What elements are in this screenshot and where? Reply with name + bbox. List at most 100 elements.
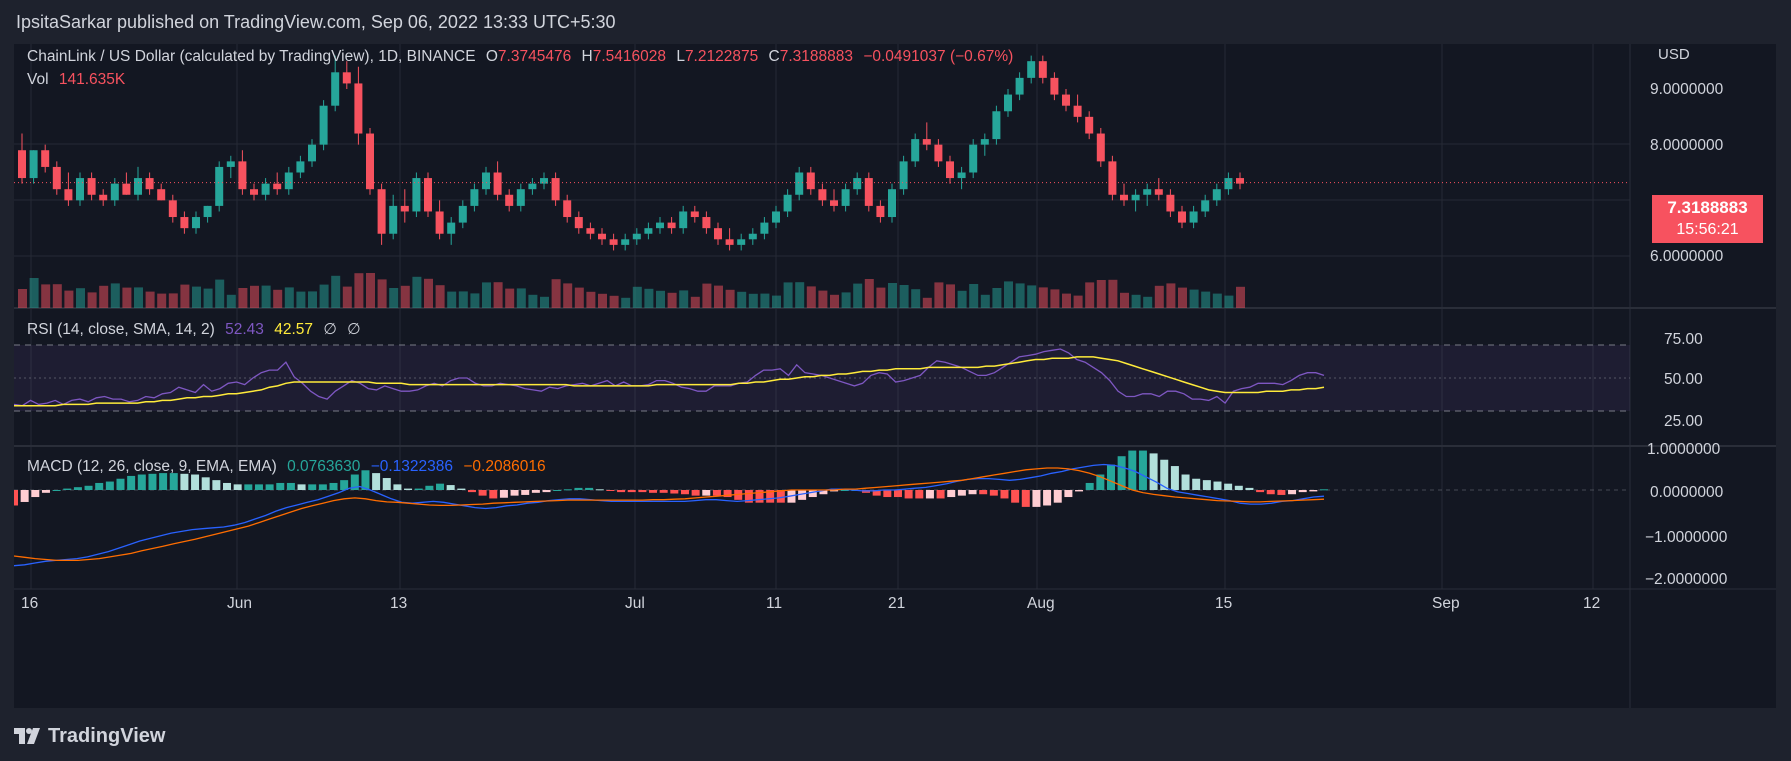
candle-body[interactable] [470,189,479,206]
candle-body[interactable] [598,233,606,240]
candle-body[interactable] [528,183,537,190]
candle-body[interactable] [319,105,328,145]
candle-body[interactable] [1062,94,1070,106]
candle-body[interactable] [308,144,316,162]
candle-body[interactable] [342,72,351,84]
chart-frame[interactable]: USD 9.0000000 8.0000000 6.0000000 75.00 … [10,44,1776,708]
candle-body[interactable] [644,228,653,234]
candle-body[interactable] [922,139,931,145]
candle-body[interactable] [261,183,270,195]
candle-body[interactable] [1050,77,1059,95]
candle-body[interactable] [946,161,954,179]
tradingview-logo[interactable]: TradingView [14,718,165,754]
candle-body[interactable] [690,211,699,218]
candle-body[interactable] [783,194,792,212]
candle-body[interactable] [760,222,769,234]
candle-body[interactable] [87,178,96,195]
candle-body[interactable] [41,150,50,167]
candle-body[interactable] [980,139,989,145]
symbol-name[interactable]: ChainLink / US Dollar (calculated by Tra… [27,48,476,65]
candle-body[interactable] [818,189,827,201]
candle-body[interactable] [1004,94,1012,112]
candle-body[interactable] [899,161,908,190]
candle-body[interactable] [250,189,258,195]
candle-body[interactable] [64,189,73,201]
candle-body[interactable] [551,178,560,201]
candle-body[interactable] [864,178,873,206]
chart-svg[interactable]: USD 9.0000000 8.0000000 6.0000000 75.00 … [10,44,1776,708]
candle-body[interactable] [1178,211,1186,223]
candle-body[interactable] [609,239,618,245]
candle-body[interactable] [737,239,746,245]
candle-body[interactable] [830,200,838,206]
candle-body[interactable] [934,144,943,162]
candle-body[interactable] [99,194,108,201]
rsi-legend[interactable]: RSI (14, close, SMA, 14, 2) 52.43 42.57 … [27,320,367,339]
candle-body[interactable] [679,211,688,229]
candle-body[interactable] [180,217,189,229]
candle-body[interactable] [876,205,885,218]
candle-body[interactable] [772,211,780,223]
candle-body[interactable] [52,166,61,190]
candle-body[interactable] [203,205,212,218]
candle-body[interactable] [1143,189,1152,195]
candle-body[interactable] [725,239,734,245]
candle-body[interactable] [1154,189,1163,195]
candle-body[interactable] [412,178,421,212]
candle-body[interactable] [134,178,142,195]
candle-body[interactable] [389,205,398,234]
candle-body[interactable] [1073,105,1082,117]
candle-body[interactable] [969,144,978,173]
candle-body[interactable] [377,189,386,234]
candle-body[interactable] [435,211,444,234]
candle-body[interactable] [1166,194,1175,212]
macd-legend[interactable]: MACD (12, 26, close, 9, EMA, EMA) 0.0763… [27,458,552,476]
candle-body[interactable] [273,183,282,190]
candle-body[interactable] [366,133,374,190]
candle-body[interactable] [400,205,409,212]
candle-body[interactable] [18,150,26,179]
candle-body[interactable] [714,228,722,240]
candle-body[interactable] [1236,178,1244,184]
candle-body[interactable] [841,189,850,206]
candle-body[interactable] [586,228,595,234]
candle-body[interactable] [667,222,676,229]
volume-legend[interactable]: Vol 141.635K [27,71,131,89]
candle-body[interactable] [1212,189,1221,201]
candle-body[interactable] [29,150,38,179]
candle-body[interactable] [1015,77,1024,95]
candle-body[interactable] [702,217,711,229]
candle-body[interactable] [168,200,177,218]
candle-body[interactable] [284,172,293,190]
candle-body[interactable] [1189,211,1198,223]
candle-body[interactable] [888,189,896,218]
candle-body[interactable] [215,166,224,206]
candle-body[interactable] [574,217,583,229]
candle-body[interactable] [656,222,664,229]
candle-body[interactable] [76,178,84,201]
candle-body[interactable] [226,161,235,167]
candle-body[interactable] [853,178,862,190]
candle-body[interactable] [122,183,131,195]
candle-body[interactable] [238,161,247,190]
candle-body[interactable] [563,200,572,218]
candle-body[interactable] [806,172,815,190]
macd-label[interactable]: MACD (12, 26, close, 9, EMA, EMA) [27,458,277,475]
candle-body[interactable] [632,233,641,240]
candlesticks[interactable] [18,55,1244,251]
candle-body[interactable] [992,111,1001,140]
candle-body[interactable] [957,172,966,179]
candle-body[interactable] [795,172,804,195]
candle-body[interactable] [192,217,200,229]
candle-body[interactable] [1096,133,1105,162]
candle-body[interactable] [1038,61,1047,78]
candle-body[interactable] [505,194,514,206]
candle-body[interactable] [493,172,502,195]
candle-body[interactable] [1085,116,1094,134]
symbol-legend[interactable]: ChainLink / US Dollar (calculated by Tra… [27,48,1019,66]
candle-body[interactable] [458,205,467,223]
candle-body[interactable] [145,178,154,190]
candle-body[interactable] [1131,194,1140,201]
candle-body[interactable] [424,178,432,212]
candle-body[interactable] [621,239,630,245]
